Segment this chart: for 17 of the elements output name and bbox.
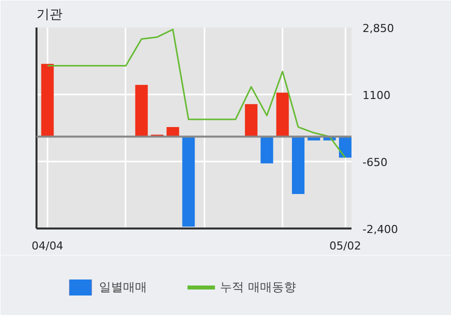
x-tick-label: 05/02 <box>329 240 362 252</box>
bar <box>276 92 289 137</box>
line-series <box>46 28 346 158</box>
y-tick-label: -2,400 <box>362 223 398 236</box>
y-tick-label: 1100 <box>362 89 390 102</box>
bar <box>41 64 54 137</box>
legend-label: 누적 매매동향 <box>220 278 296 296</box>
x-tick-label: 04/04 <box>32 240 64 252</box>
legend-label: 일별매매 <box>99 278 147 296</box>
y-tick-label: -650 <box>362 156 388 169</box>
bar <box>244 104 258 137</box>
chart-title: 기관 <box>36 8 62 22</box>
y-tick-label: 2,850 <box>362 22 394 35</box>
bar <box>182 136 195 227</box>
bar <box>260 136 274 164</box>
bar <box>135 84 148 137</box>
bar <box>292 136 304 194</box>
